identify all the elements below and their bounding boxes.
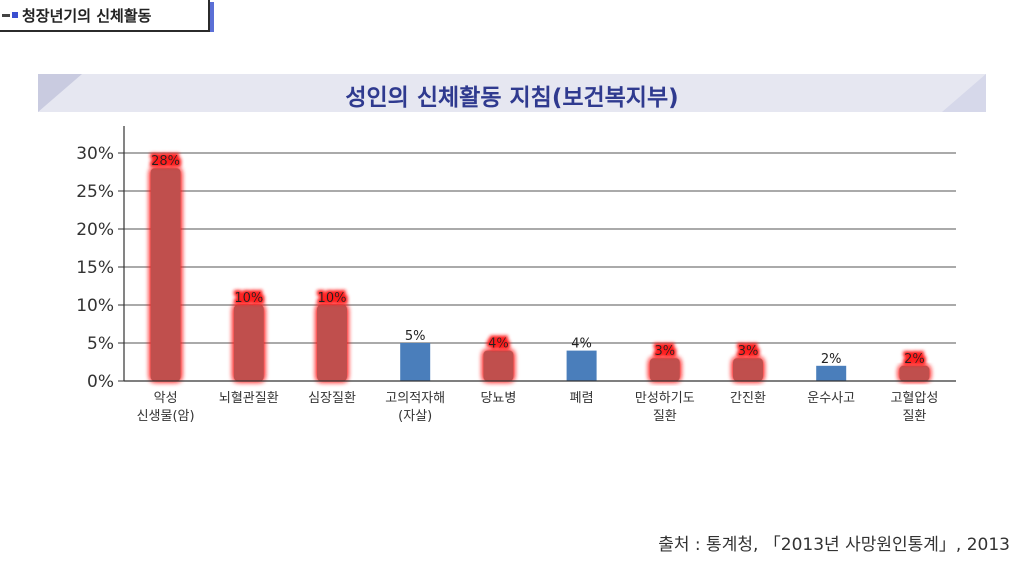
bar [649, 358, 680, 381]
grid-lines [124, 152, 956, 344]
title-band: 성인의 신체활동 지침(보건복지부) [38, 74, 986, 112]
x-tick-label: 뇌혈관질환 [219, 391, 279, 406]
y-tick-label: 20% [76, 220, 114, 240]
y-tick-label: 10% [76, 296, 114, 316]
y-tick-label: 15% [76, 258, 114, 278]
bar [317, 305, 347, 381]
value-label: 28% [151, 154, 180, 169]
x-tick-label: 질환 [653, 409, 677, 424]
section-tab: 청장년기의 신체활동 [0, 0, 214, 32]
bar [150, 168, 181, 381]
bars [150, 168, 930, 381]
value-label: 10% [234, 291, 263, 306]
y-tick-label: 5% [87, 334, 114, 354]
value-label: 4% [488, 337, 509, 352]
axes [123, 126, 956, 382]
value-labels: 28% 10% 10% 5% 4% 4% 3% 3% 2% 2% [151, 154, 925, 367]
value-label: 4% [571, 337, 592, 352]
x-tick-label: 고의적자해 [385, 391, 445, 406]
x-tick-label: (자살) [398, 409, 432, 424]
band-decoration-left [38, 74, 82, 112]
chart-title: 성인의 신체활동 지침(보건복지부) [345, 85, 679, 111]
bar [733, 358, 763, 381]
x-tick-label: 당뇨병 [480, 391, 516, 406]
y-tick-label: 30% [76, 144, 114, 164]
value-label: 3% [654, 344, 675, 359]
x-tick-label: 심장질환 [308, 391, 356, 406]
x-tick-label: 폐렴 [570, 391, 594, 406]
bar [400, 343, 431, 381]
bar [233, 305, 264, 381]
bar [899, 365, 930, 381]
y-axis-ticks: 0% 5% 10% 15% 20% 25% 30% [76, 144, 124, 392]
bar [483, 350, 514, 381]
value-label: 2% [904, 352, 925, 367]
bar [816, 365, 847, 381]
x-tick-label: 간진환 [730, 391, 766, 406]
y-tick-label: 25% [76, 182, 114, 202]
dash-icon [2, 13, 10, 17]
y-tick-label: 0% [87, 372, 114, 392]
x-tick-label: 신생물(암) [137, 409, 195, 424]
source-note: 출처 : 통계청, 「2013년 사망원인통계」, 2013 [658, 535, 1010, 555]
value-label: 5% [405, 329, 426, 344]
band-decoration-right [942, 74, 986, 112]
value-label: 2% [821, 352, 842, 367]
x-tick-label: 악성 [154, 391, 178, 406]
x-tick-label: 만성하기도 [635, 391, 695, 406]
x-tick-label: 운수사고 [807, 391, 855, 406]
value-label: 3% [738, 344, 759, 359]
value-label: 10% [318, 291, 347, 306]
section-tab-label: 청장년기의 신체활동 [22, 6, 152, 25]
square-bullet-icon [12, 12, 18, 18]
x-tick-label: 고혈압성 [890, 391, 938, 406]
x-tick-label: 질환 [902, 409, 926, 424]
bar [566, 350, 597, 381]
